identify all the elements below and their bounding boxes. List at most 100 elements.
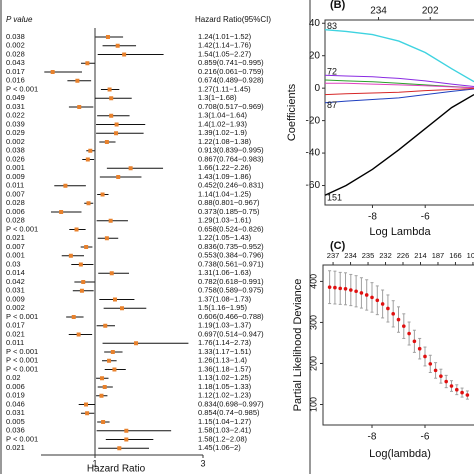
hazard-point [110,350,115,354]
hazard-point [85,61,90,66]
hazard-point [112,297,117,302]
hazard-point [85,157,90,162]
hazard-ratio-label: 0.373(0.185−0.75) [198,207,260,216]
hazard-point [101,420,106,424]
deviance-point [444,379,448,384]
p-value: 0.002 [6,137,25,146]
deviance-point [396,317,401,322]
hazard-point [104,236,109,241]
hazard-ratio-label: 0.658(0.524−0.826) [198,224,264,233]
p-value: 0.031 [6,102,25,111]
p-value: 0.028 [6,49,25,58]
p-value: 0.042 [6,277,25,286]
p-value: 0.026 [6,154,25,163]
top-tick-label: 214 [414,251,427,260]
hazard-point [109,271,114,276]
path-label: 151 [327,193,342,203]
y-tick-label: 300 [308,315,318,330]
p-value: 0.002 [6,303,25,312]
panel-label: (B) [330,0,346,11]
p-value: 0.046 [6,399,25,408]
y-tick-label: -20 [306,115,321,126]
hazard-ratio-label: 0.836(0.735−0.952) [198,242,264,251]
hazard-ratio-label: 0.606(0.466−0.788) [198,312,264,321]
top-tick-label: 234 [344,251,357,260]
p-value: P < 0.001 [6,434,38,443]
y-tick-label: 200 [308,356,318,371]
x-tick-label: 1 [92,458,97,468]
top-tick-label: 202 [422,6,439,17]
p-value: 0.029 [6,128,25,137]
x-axis-label: Log(lambda) [369,448,431,460]
p-value: 0.036 [6,426,25,435]
hazard-point [108,218,113,223]
hazard-point [115,43,120,48]
p-value: 0.001 [6,163,25,172]
hazard-ratio-label: 0.782(0.618−0.991) [198,277,264,286]
deviance-point [370,295,374,300]
hazard-ratio-label: 1.31(1.06−1.63) [198,268,252,277]
y-tick-label: 40 [309,18,321,29]
p-value: 0.017 [6,67,25,76]
x-tick-label: -8 [368,212,377,223]
hazard-ratio-label: 0.708(0.517−0.969) [198,102,264,111]
p-value: 0.006 [6,382,25,391]
p-value: 0.022 [6,111,25,120]
deviance-point [454,387,459,392]
column-header: P value [6,15,33,24]
deviance-point [338,286,343,291]
p-value: 0.03 [6,259,21,268]
path-label: 72 [327,67,337,77]
x-axis-label: Hazard Ratio [87,464,146,474]
hazard-ratio-label: 1.22(1.08−1.38) [198,137,252,146]
deviance-point [449,384,454,388]
hazard-point [63,183,68,188]
p-value: 0.019 [6,391,25,400]
y-tick-label: 20 [309,50,321,61]
p-value: 0.016 [6,76,25,85]
hazard-point [105,35,110,39]
x-tick-label: -6 [421,432,430,443]
top-tick-label: 234 [370,6,387,17]
coefficient-path [324,29,474,83]
hazard-ratio-label: 0.88(0.801−0.967) [198,198,260,207]
p-value: 0.011 [6,338,24,347]
hazard-point [86,201,91,206]
p-value: 0.007 [6,189,25,198]
path-label: 83 [327,21,337,31]
top-tick-label: 237 [327,251,340,260]
hazard-ratio-label: 0.553(0.384−0.796) [198,251,264,260]
p-value: 0.043 [6,58,25,67]
top-tick-label: 232 [379,251,392,260]
hazard-point [84,402,89,407]
plot-frame [324,19,474,206]
hazard-ratio-label: 0.452(0.246−0.831) [198,181,264,190]
hazard-point [50,70,55,74]
top-tick-label: 107 [467,251,474,260]
hazard-ratio-label: 1.39(1.02−1.9) [198,128,247,137]
deviance-point [364,293,369,297]
deviance-point [407,331,411,336]
p-value: 0.028 [6,216,25,225]
p-value: P < 0.001 [6,356,38,365]
deviance-point [412,339,417,344]
p-value: P < 0.001 [6,364,38,373]
hazard-ratio-label: 1.4(1.02−1.93) [198,119,247,128]
hazard-point [114,131,119,136]
hazard-ratio-label: 1.42(1.14−1.76) [198,41,252,50]
hazard-point [117,446,122,451]
deviance-point [333,285,337,290]
hazard-point [77,105,82,109]
hazard-ratio-label: 1.54(1.05−2.27) [198,49,252,58]
y-tick-label: 400 [308,274,318,289]
top-tick-label: 226 [397,251,410,260]
p-value: 0.031 [6,408,25,417]
p-value: 0.017 [6,321,25,330]
deviance-point [433,368,438,373]
hazard-point [107,87,112,92]
p-value: 0.001 [6,251,25,260]
hazard-point [103,323,108,328]
p-value: 0.038 [6,32,25,41]
p-value: 0.021 [6,233,25,242]
hazard-ratio-label: 1.22(1.05−1.43) [198,233,252,242]
